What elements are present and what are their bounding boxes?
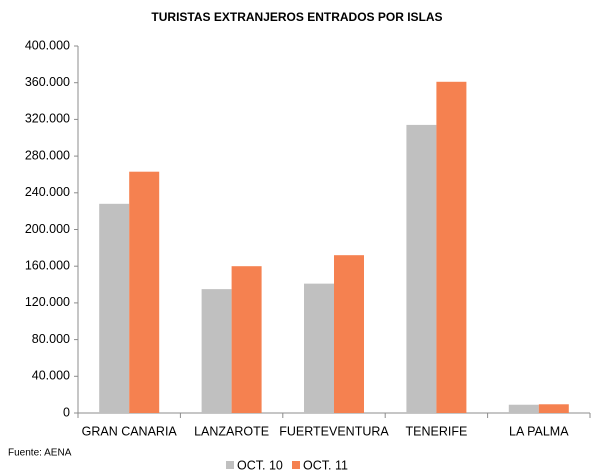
x-tick-label: LA PALMA — [509, 424, 569, 438]
y-tick-label: 0 — [63, 405, 70, 419]
legend-label: OCT. 10 — [237, 458, 283, 472]
source-note: Fuente: AENA — [8, 448, 72, 459]
x-tick-label: GRAN CANARIA — [82, 424, 178, 438]
y-tick-label: 120.000 — [25, 295, 70, 309]
y-tick-label: 280.000 — [25, 148, 70, 162]
y-tick-label: 200.000 — [25, 222, 70, 236]
y-tick-label: 40.000 — [32, 369, 70, 383]
bar — [406, 124, 437, 413]
x-tick-label: TENERIFE — [405, 424, 467, 438]
bar — [129, 171, 160, 413]
bar — [508, 404, 539, 413]
bar — [231, 266, 262, 413]
y-tick-label: 400.000 — [25, 38, 70, 52]
bar — [538, 404, 569, 413]
legend-swatch — [226, 461, 234, 469]
chart-title: TURISTAS EXTRANJEROS ENTRADOS POR ISLAS — [151, 10, 442, 24]
legend-label: OCT. 11 — [303, 458, 348, 472]
y-tick-label: 80.000 — [32, 332, 70, 346]
bar — [201, 289, 232, 413]
y-tick-label: 320.000 — [25, 112, 70, 126]
bar — [436, 81, 467, 413]
bar — [334, 255, 364, 413]
bar — [304, 283, 334, 413]
y-tick-label: 160.000 — [25, 258, 70, 272]
y-tick-label: 360.000 — [25, 75, 70, 89]
bar — [99, 203, 130, 413]
x-tick-label: LANZAROTE — [194, 424, 269, 438]
y-tick-label: 240.000 — [25, 185, 70, 199]
x-tick-label: FUERTEVENTURA — [279, 424, 389, 438]
legend-swatch — [292, 461, 300, 469]
